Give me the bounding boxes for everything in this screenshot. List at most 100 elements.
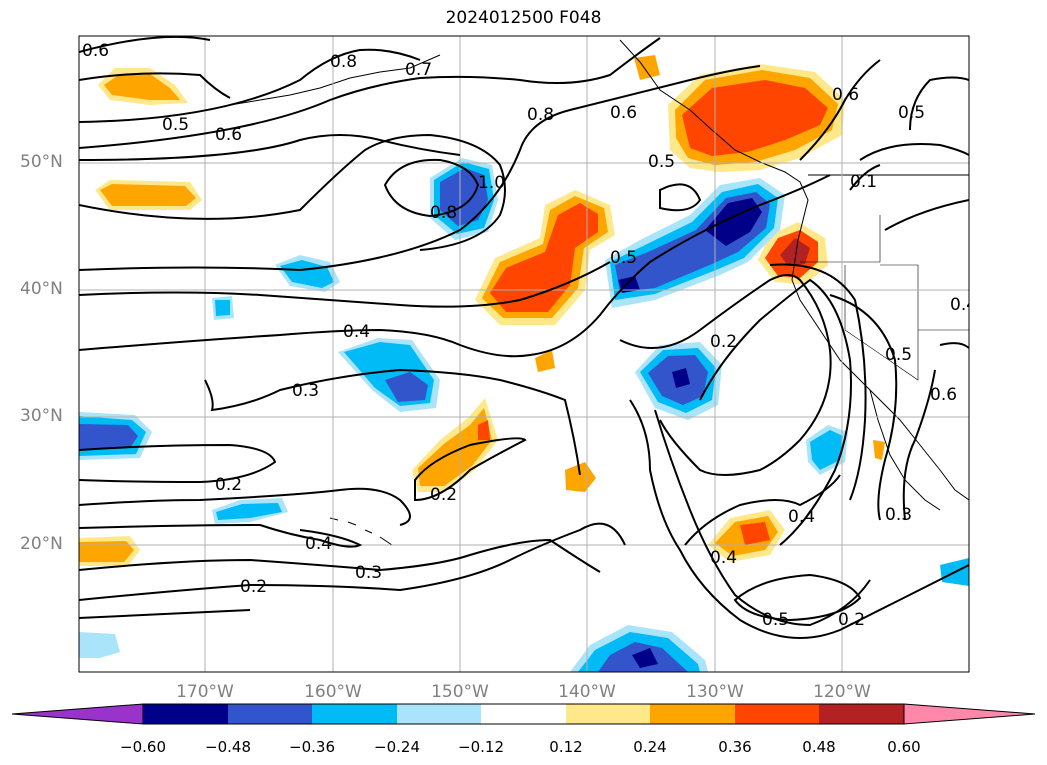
contour-label: 0.6 xyxy=(215,125,242,145)
colorbar-tick-label: −0.36 xyxy=(289,738,335,756)
latitude-label: 20°N xyxy=(20,534,63,554)
negative-anomaly-central-core xyxy=(385,372,428,402)
colorbar-tick-label: −0.24 xyxy=(374,738,420,756)
contour-label: 0.1 xyxy=(850,172,877,192)
contour-label: 0.5 xyxy=(162,115,189,135)
negative-anomaly-south-max xyxy=(632,648,658,668)
contour-label: 0.6 xyxy=(832,85,859,105)
contour-label: 0.6 xyxy=(930,385,957,405)
contour-line xyxy=(859,143,969,161)
map-frame xyxy=(78,35,970,673)
latitude-label: 30°N xyxy=(20,406,63,426)
contour-label: 0.2 xyxy=(430,485,457,505)
contour-line xyxy=(79,134,461,161)
state-borders xyxy=(800,215,969,381)
contour-line xyxy=(79,523,363,548)
contour-line xyxy=(79,65,761,272)
contour-label: 0.4 xyxy=(788,507,815,527)
longitude-label: 130°W xyxy=(686,682,744,702)
contour-label: 0.4 xyxy=(710,548,737,568)
contour-line xyxy=(829,294,898,521)
colorbar-tick-label: 0.24 xyxy=(633,738,667,756)
contour-line xyxy=(79,72,231,99)
contour-line xyxy=(619,274,832,476)
contour-line xyxy=(79,37,661,149)
contour-label: 0.4 xyxy=(950,295,977,315)
contour-label: 0.3 xyxy=(292,381,319,401)
negative-anomaly-mexico-core xyxy=(810,430,843,470)
contour-line xyxy=(79,36,211,53)
contour-line xyxy=(79,48,421,123)
positive-anomaly-central-max xyxy=(490,203,598,312)
contour-line xyxy=(699,278,852,546)
colorbar-tick-label: 0.12 xyxy=(549,738,583,756)
positive-anomaly-west-b-core xyxy=(100,184,196,206)
longitude-label: 150°W xyxy=(431,682,489,702)
contour-line xyxy=(629,399,969,639)
colorbar-tick-label: −0.12 xyxy=(458,738,504,756)
contour-lines xyxy=(79,36,969,639)
contour-label: 0.5 xyxy=(610,248,637,268)
contour-line xyxy=(79,174,831,358)
latitude-label: 40°N xyxy=(20,279,63,299)
colorbar-bin xyxy=(312,704,397,724)
colorbar-bin xyxy=(735,704,819,724)
colorbar-outline xyxy=(142,703,905,725)
positive-anomaly-small-b xyxy=(565,462,596,492)
longitude-label: 170°W xyxy=(176,682,234,702)
colorbar-bin xyxy=(397,704,481,724)
colorbar-tick-label: 0.36 xyxy=(718,738,752,756)
colorbar-bin xyxy=(566,704,650,724)
positive-anomaly-alaska-max xyxy=(682,80,828,156)
longitude-label: 120°W xyxy=(813,682,871,702)
contour-line xyxy=(79,609,251,619)
colorbar-bin xyxy=(819,704,904,724)
north-america-coast xyxy=(619,39,969,501)
positive-anomaly-subtropical-max xyxy=(478,420,490,440)
contour-line xyxy=(79,133,506,251)
positive-anomaly-subtropical-core xyxy=(418,408,492,486)
contour-label: 0.6 xyxy=(610,103,637,123)
contour-line xyxy=(79,261,611,308)
contour-label: 0.5 xyxy=(648,152,675,172)
positive-anomaly-small-a xyxy=(535,350,555,372)
contour-label: 0.8 xyxy=(527,105,554,125)
colorbar xyxy=(11,703,1036,725)
contour-line xyxy=(654,409,871,627)
colorbar-tick-label: −0.60 xyxy=(120,738,166,756)
contour-label: 0.3 xyxy=(355,563,382,583)
colorbar-tick-label: 0.60 xyxy=(887,738,921,756)
negative-anomaly-small-c xyxy=(79,632,120,658)
negative-anomaly-northeast-max-b xyxy=(618,276,640,293)
latitude-label: 50°N xyxy=(20,152,63,172)
contour-label: 0.5 xyxy=(898,103,925,123)
negative-anomaly-subtropical-east-max xyxy=(672,368,690,388)
coastlines xyxy=(229,39,969,546)
contour-line xyxy=(79,487,411,526)
longitude-label: 160°W xyxy=(304,682,362,702)
colorbar-bin xyxy=(228,704,312,724)
colorbar-high-extension xyxy=(903,703,1036,725)
contour-line xyxy=(849,164,881,191)
contour-label: 0.5 xyxy=(885,345,912,365)
contour-label: 0.4 xyxy=(343,322,370,342)
contour-line xyxy=(769,263,867,501)
contour-label: 1.0 xyxy=(478,173,505,193)
colorbar-low-extension xyxy=(11,703,144,725)
contour-line xyxy=(884,199,969,231)
negative-anomaly-small-b xyxy=(215,300,230,316)
shaded-fields xyxy=(79,55,969,672)
contour-label: 0.2 xyxy=(215,475,242,495)
contour-label: 0.7 xyxy=(405,60,432,80)
map-title: 2024012500 F048 xyxy=(445,8,602,28)
negative-anomaly-dateline-core xyxy=(79,424,138,450)
colorbar-tick-label: −0.48 xyxy=(205,738,251,756)
longitude-label: 140°W xyxy=(558,682,616,702)
contour-line xyxy=(79,538,601,573)
contour-label: 0.5 xyxy=(762,610,789,630)
baja-california xyxy=(869,389,941,511)
gridlines xyxy=(79,36,969,672)
positive-anomaly-west-c-core xyxy=(79,541,134,562)
contour-line xyxy=(799,59,881,161)
